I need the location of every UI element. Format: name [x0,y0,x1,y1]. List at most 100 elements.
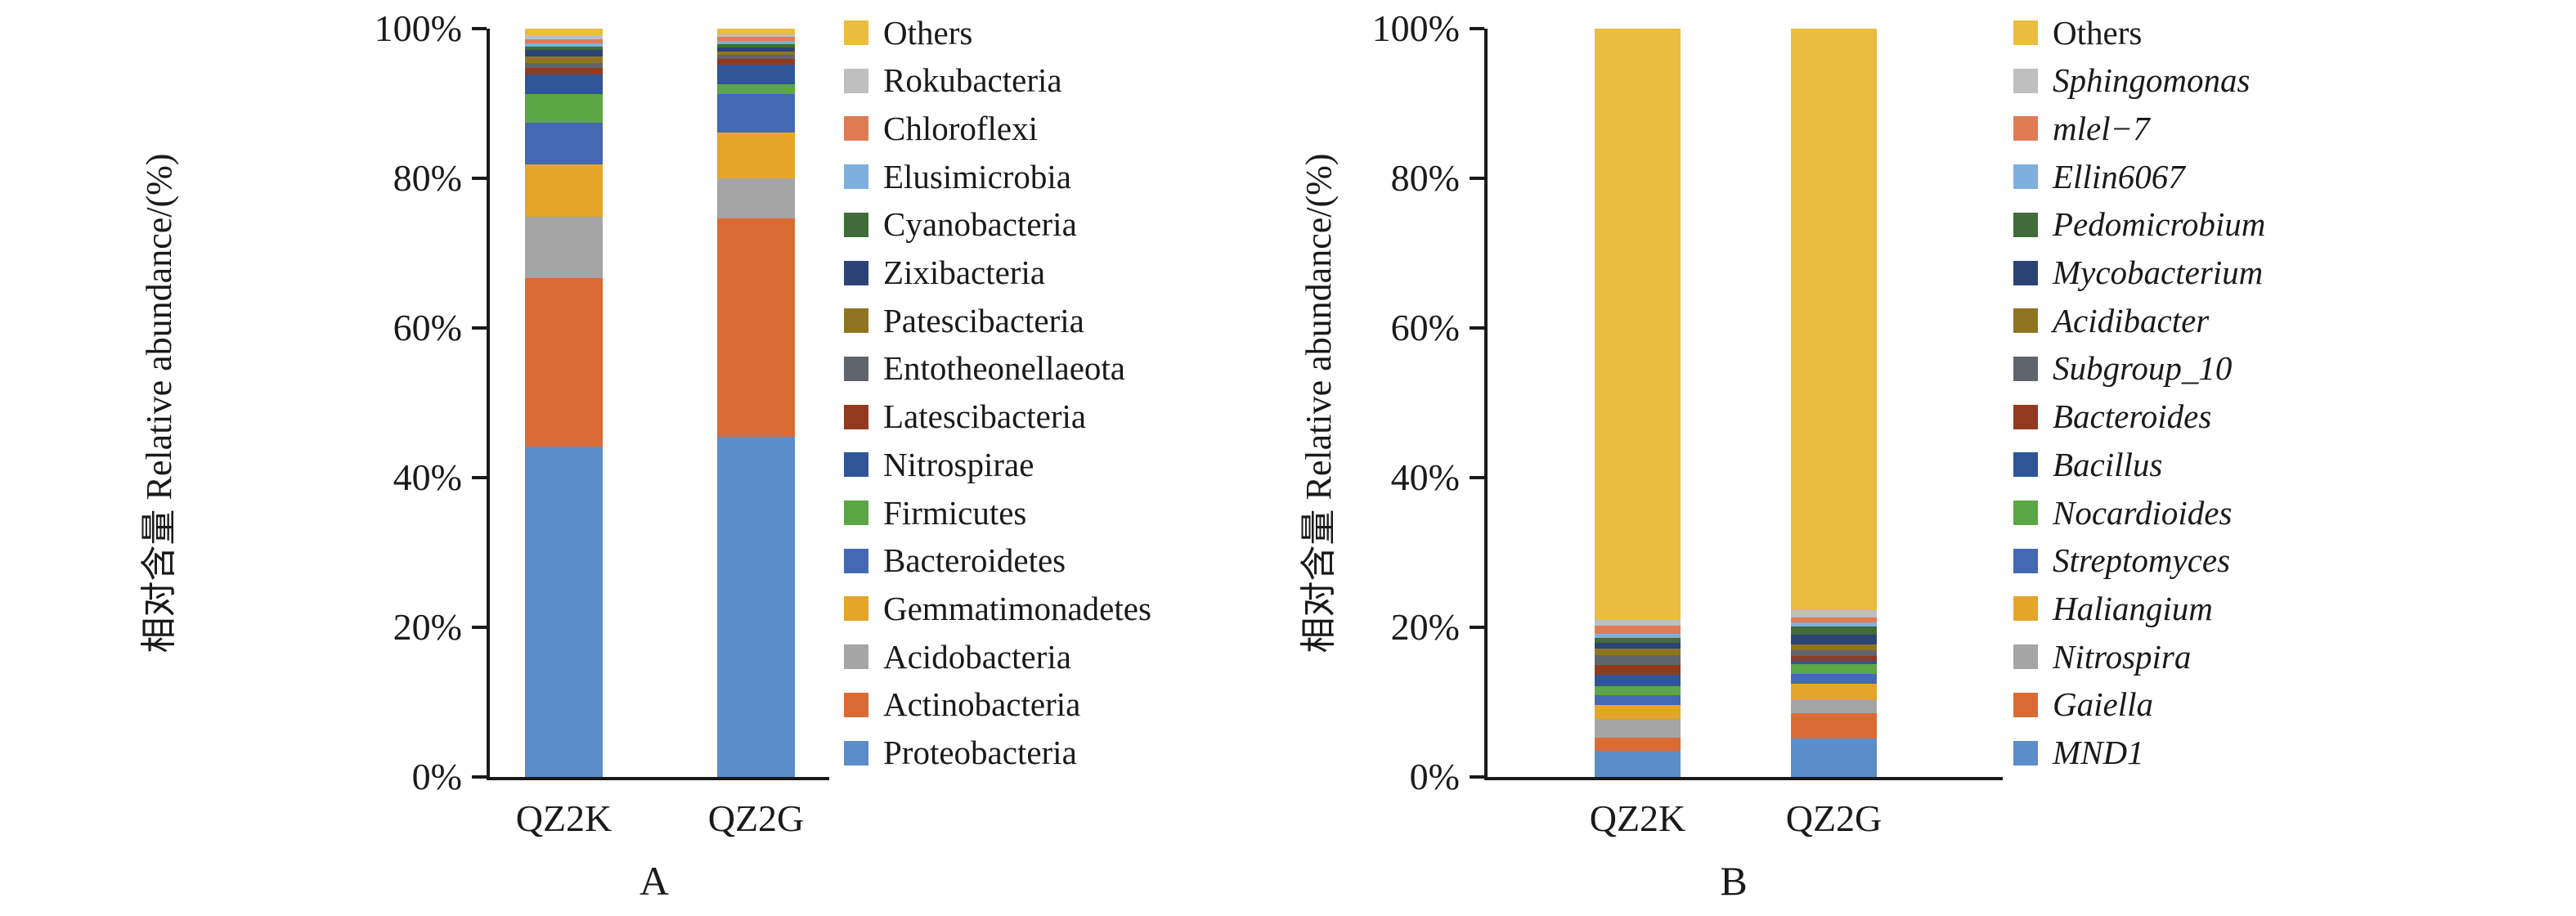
y-tick-label: 20% [1390,606,1460,648]
y-tick-label: 80% [1390,157,1460,199]
bar-segment-Mycobacterium [1595,642,1681,649]
legend-label: mlel−7 [2053,109,2150,147]
y-tick-label: 0% [411,756,462,797]
bar-segment-Cyanobacteria [717,43,795,48]
bar-segment-Haliangium [1791,683,1877,700]
bar-segment-Bacillus [1595,674,1681,687]
bar-segment-Entotheonellaeota [525,62,603,68]
y-axis-tick [1470,177,1484,180]
legend-label: Nocardioides [2053,493,2233,532]
legend-item-Latescibacteria: Latescibacteria [844,399,1086,435]
bar-segment-Entotheonellaeota [717,54,795,59]
legend-label: Haliangium [2053,589,2213,627]
legend-item-Bacillus: Bacillus [2013,447,2162,483]
legend-item-Nocardioides: Nocardioides [2013,495,2232,531]
legend-item-Acidobacteria: Acidobacteria [844,639,1071,675]
bar-segment-Latescibacteria [525,67,603,75]
bar-segment-Sphingomonas [1595,619,1681,626]
legend-swatch-icon [844,548,868,573]
bar-segment-Nocardioides [1595,686,1681,696]
legend-label: Acidibacter [2053,301,2210,339]
y-axis-title: 相对含量 Relative abundance/(%) [1299,153,1339,653]
legend-label: Zixibacteria [883,254,1046,291]
bar-segment-Actinobacteria [717,218,795,438]
bar-segment-Latescibacteria [717,58,795,65]
bar-segment-Subgroup_10 [1791,650,1877,656]
legend-item-Subgroup_10: Subgroup_10 [2013,351,2232,387]
legend-label: Latescibacteria [883,397,1087,436]
y-tick-label: 40% [1390,456,1460,498]
bar-segment-MND1 [1595,751,1681,777]
y-tick-label: 80% [393,157,462,199]
bar-segment-mlel−7 [1595,626,1681,635]
y-axis-tick [472,326,487,330]
bar-segment-Nitrospirae [525,74,603,94]
legend-label: Actinobacteria [883,685,1081,724]
bar-segment-Chloroflexi [525,38,603,44]
panel-label-A: A [639,858,670,904]
y-axis-tick [472,626,487,629]
legend-label: Mycobacterium [2053,254,2264,291]
legend-item-Mycobacterium: Mycobacterium [2013,255,2263,291]
legend-item-Pedomicrobium: Pedomicrobium [2013,207,2265,243]
legend-item-Haliangium: Haliangium [2013,590,2213,626]
bar-segment-Pedomicrobium [1595,638,1681,643]
legend-swatch-icon [2013,740,2038,766]
bar-segment-Proteobacteria [525,447,603,777]
legend-label: Gemmatimonadetes [883,589,1151,627]
legend-label: Subgroup_10 [2053,349,2233,388]
bar-segment-Chloroflexi [717,37,795,42]
bar-segment-Gemmatimonadetes [525,164,603,218]
legend-item-Gemmatimonadetes: Gemmatimonadetes [844,590,1151,626]
bar-segment-Mycobacterium [1791,635,1877,645]
legend-item-Sphingomonas: Sphingomonas [2013,63,2250,99]
legend-swatch-icon [2013,164,2038,190]
legend-item-mlel−7: mlel−7 [2013,110,2150,146]
legend-label: Acidobacteria [883,637,1071,676]
legend-item-Patescibacteria: Patescibacteria [844,303,1084,339]
stacked-bar-QZ2K [525,29,603,777]
legend-swatch-icon [844,116,868,141]
bar-segment-Zixibacteria [717,47,795,52]
bar-segment-Others [1595,29,1681,620]
bar-segment-Bacillus [1791,660,1877,665]
legend-swatch-icon [2013,644,2038,670]
legend-label: Streptomyces [2053,541,2231,580]
bar-segment-Proteobacteria [717,437,795,777]
bar-segment-Others [717,29,795,34]
legend-item-MND1: MND1 [2013,735,2144,771]
y-tick-label: 60% [1390,307,1460,348]
bar-segment-Gemmatimonadetes [717,132,795,179]
y-tick-label: 100% [1371,7,1460,49]
bar-segment-Bacteroides [1595,664,1681,675]
legend-swatch-icon [2013,501,2038,525]
legend-label: Bacteroidetes [883,541,1066,580]
bar-segment-Acidobacteria [717,178,795,218]
legend-label: Pedomicrobium [2053,205,2266,244]
legend-item-Rokubacteria: Rokubacteria [844,63,1062,99]
x-category-label: QZ2K [1589,797,1686,839]
y-axis-tick [472,775,487,779]
legend-swatch-icon [844,692,868,717]
legend-label: Cyanobacteria [883,205,1077,244]
legend-item-Elusimicrobia: Elusimicrobia [844,159,1071,195]
bar-segment-Nitrospira [1791,699,1877,714]
bar-segment-Acidibacter [1595,648,1681,656]
y-axis-title: 相对含量 Relative abundance/(%) [139,153,179,653]
legend-item-Nitrospirae: Nitrospirae [844,447,1034,483]
bar-segment-Streptomyces [1791,673,1877,684]
bar-segment-Others [1791,29,1877,610]
legend-item-Entotheonellaeota: Entotheonellaeota [844,351,1125,387]
legend-item-Acidibacter: Acidibacter [2013,303,2209,339]
bar-segment-Gaiella [1791,713,1877,739]
legend-label: Others [2053,13,2143,52]
legend-label: Nitrospira [2053,637,2192,676]
y-axis-tick [472,177,487,180]
y-tick-label: 20% [393,606,462,648]
y-axis-tick [1470,775,1484,779]
y-axis-tick [1470,326,1484,330]
legend-item-Actinobacteria: Actinobacteria [844,687,1080,723]
legend-swatch-icon [844,260,868,285]
bar-segment-mlel−7 [1791,617,1877,622]
